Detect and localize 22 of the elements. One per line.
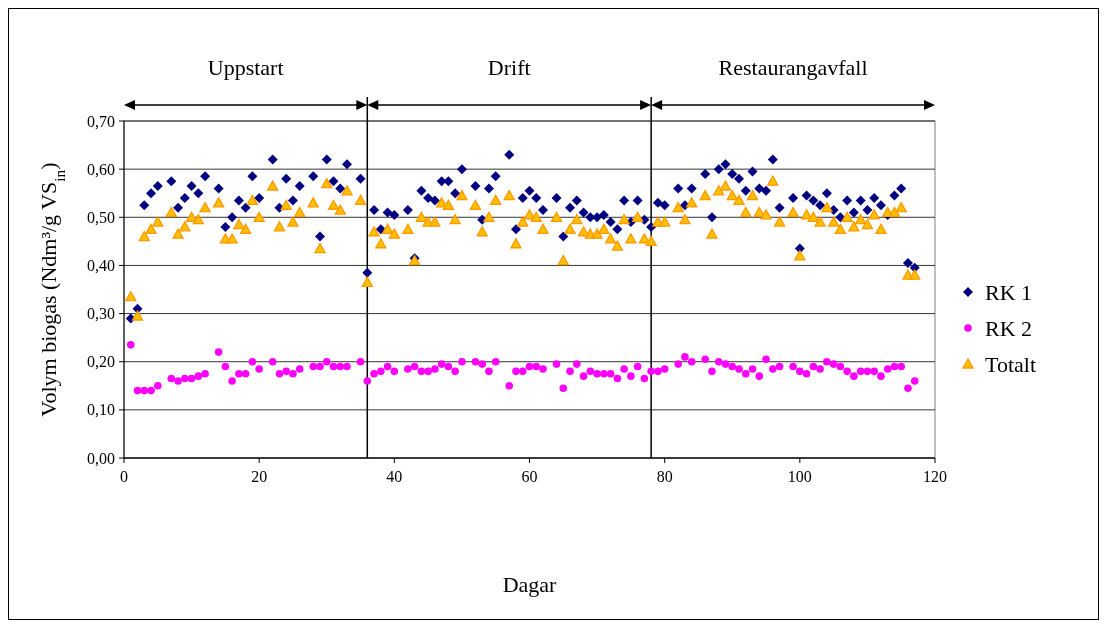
x-tick-label: 0 [120,468,128,485]
y-tick-label: 0,20 [87,353,115,371]
text: Drift [487,55,531,80]
y-tick-label: 0,60 [87,160,115,178]
text: Uppstart [207,55,284,80]
legend-label: Totalt [985,351,1037,377]
x-axis-title: Dagar [502,572,558,597]
text: Restaurangavfall [718,55,868,80]
y-tick-label: 0,50 [87,208,115,226]
x-tick-label: 80 [656,468,673,485]
y-tick-label: 0,40 [87,257,115,275]
y-tick-label: 0,10 [87,401,115,419]
y-tick-label: 0,70 [87,112,115,130]
legend-label: RK 1 [985,279,1033,305]
x-tick-label: 40 [386,468,403,485]
x-tick-label: 100 [787,468,812,485]
legend-label: RK 2 [985,315,1033,341]
x-tick-label: 20 [251,468,268,485]
x-tick-label: 120 [923,468,947,485]
x-tick-label: 60 [521,468,538,485]
y-tick-label: 0,30 [87,305,115,323]
y-tick-label: 0,00 [87,449,115,467]
